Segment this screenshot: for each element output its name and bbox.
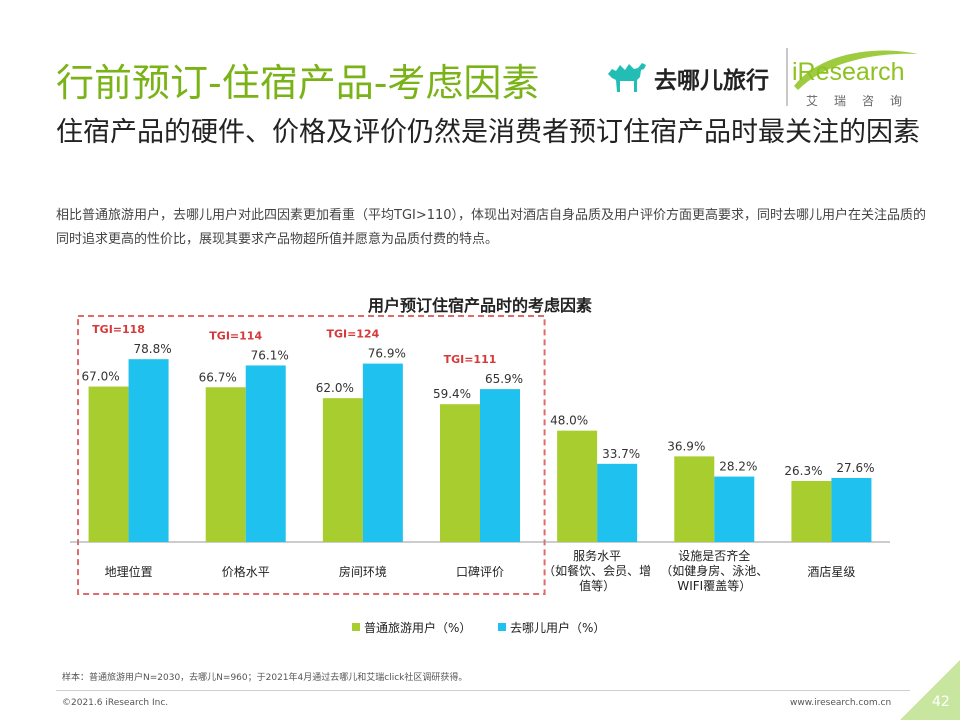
tgi-annotation: TGI=124	[326, 328, 379, 341]
iresearch-logo-swoosh	[794, 50, 918, 90]
bar-qunar	[831, 477, 872, 542]
data-label: 27.6%	[836, 461, 874, 475]
bar-general	[322, 398, 363, 542]
bar-qunar	[714, 476, 755, 542]
data-label: 65.9%	[485, 372, 523, 386]
category-label: 房间环境	[339, 564, 387, 579]
description-text: 相比普通旅游用户，去哪儿用户对此四因素更加看重（平均TGI>110），体现出对酒…	[56, 208, 927, 247]
category-label: 值等）	[579, 578, 615, 593]
website-link[interactable]: www.iresearch.com.cn	[790, 698, 892, 708]
logo-divider	[786, 48, 788, 106]
chart-title: 用户预订住宿产品时的考虑因素	[367, 296, 592, 315]
qunar-logo-text: 去哪儿旅行	[654, 68, 769, 94]
bar-qunar	[597, 463, 638, 542]
footer-divider	[56, 690, 910, 691]
legend-swatch	[498, 623, 506, 631]
iresearch-logo-subtext: 艾瑞咨询	[806, 94, 919, 108]
bar-general	[205, 387, 246, 542]
category-label: 口碑评价	[456, 564, 504, 579]
data-label: 62.0%	[316, 381, 354, 395]
copyright-text: ©2021.6 iResearch Inc.	[62, 698, 169, 708]
category-label: 价格水平	[222, 564, 270, 579]
legend-swatch	[352, 623, 360, 631]
legend-label: 去哪儿用户（%）	[510, 620, 605, 635]
bar-general	[557, 430, 598, 542]
data-label: 76.1%	[251, 348, 289, 362]
bar-general	[791, 480, 832, 542]
category-label: 地理位置	[105, 564, 153, 579]
data-label: 48.0%	[550, 414, 588, 428]
tgi-annotation: TGI=118	[92, 323, 145, 336]
highlight-box	[77, 315, 546, 595]
bar-general	[674, 456, 715, 542]
legend-label: 普通旅游用户（%）	[364, 620, 471, 635]
data-label: 28.2%	[719, 460, 757, 474]
bar-qunar	[362, 363, 403, 542]
page-subtitle: 住宿产品的硬件、价格及评价仍然是消费者预订住宿产品时最关注的因素	[56, 117, 920, 148]
data-label: 67.0%	[82, 370, 120, 384]
corner-decoration	[900, 660, 960, 720]
bar-qunar	[128, 359, 169, 542]
data-label: 66.7%	[199, 370, 237, 384]
data-label: 33.7%	[602, 447, 640, 461]
bar-qunar	[480, 389, 520, 542]
bar-general	[88, 386, 129, 542]
bar-qunar	[245, 365, 286, 542]
category-label: （如健身房、泳池、	[660, 563, 768, 578]
bar-general	[440, 404, 480, 542]
tgi-annotation: TGI=114	[209, 329, 262, 342]
category-label: 服务水平	[573, 548, 621, 563]
category-label: 设施是否齐全	[678, 548, 750, 563]
data-label: 76.9%	[368, 347, 406, 361]
camel-icon	[608, 63, 646, 92]
category-label: 酒店星级	[807, 565, 855, 579]
iresearch-logo-text: iResearch	[792, 58, 905, 86]
sample-note: 样本：普通旅游用户N=2030，去哪儿N=960；于2021年4月通过去哪儿和艾…	[62, 673, 468, 683]
qunar-logo: 去哪儿旅行	[604, 56, 769, 100]
page-title: 行前预订-住宿产品-考虑因素	[56, 61, 540, 105]
data-label: 59.4%	[433, 387, 471, 401]
page-number: 42	[932, 694, 950, 710]
category-label: WIFI覆盖等）	[677, 579, 751, 593]
iresearch-logo: iResearch 艾瑞咨询	[792, 46, 922, 110]
data-label: 78.8%	[134, 342, 172, 356]
tgi-annotation: TGI=111	[444, 353, 497, 366]
data-label: 36.9%	[667, 439, 705, 453]
data-label: 26.3%	[784, 464, 822, 478]
category-label: （如餐饮、会员、增	[543, 563, 651, 578]
